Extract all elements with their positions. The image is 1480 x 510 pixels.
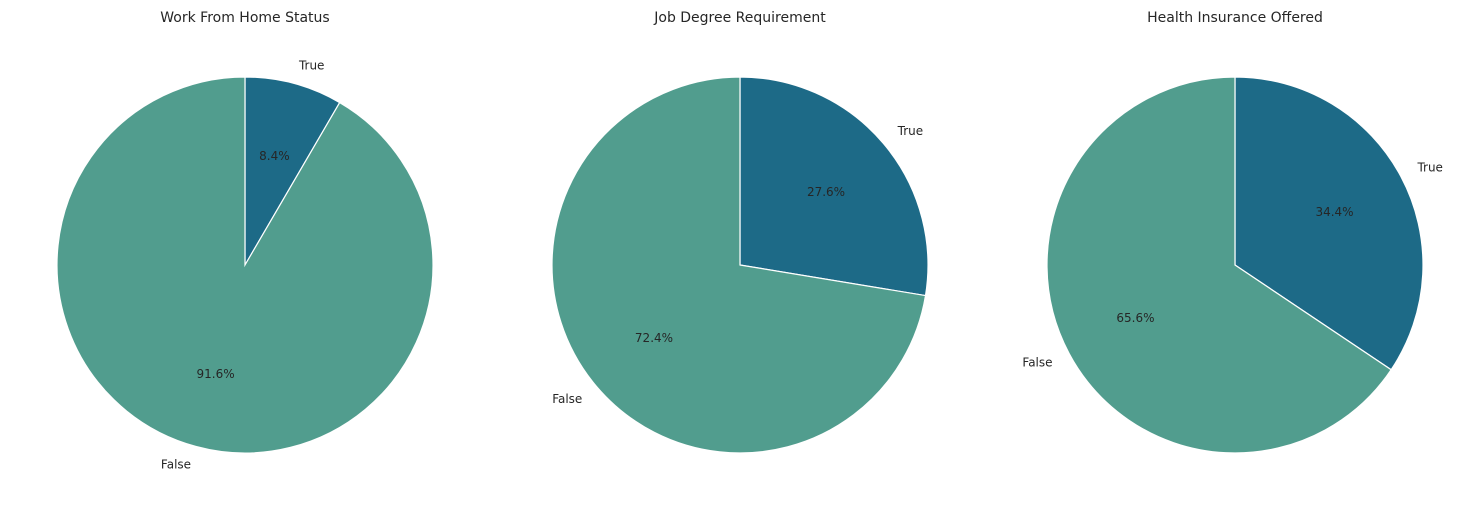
slice-percent-label: 8.4%	[259, 149, 290, 163]
slice-category-label: False	[161, 458, 191, 472]
slice-category-label: True	[298, 58, 325, 72]
slice-percent-label: 27.6%	[807, 185, 845, 199]
pie-slice-false	[551, 76, 927, 454]
slice-category-label: True	[897, 124, 924, 138]
pie-slice-false	[1046, 76, 1392, 454]
chart-title: Work From Home Status	[160, 10, 329, 26]
slice-percent-label: 65.6%	[1116, 311, 1154, 325]
slice-category-label: True	[1416, 161, 1443, 175]
pie-slice-false	[56, 76, 434, 454]
pie-slice-true	[1234, 76, 1424, 371]
slice-percent-label: 34.4%	[1315, 205, 1353, 219]
slice-percent-label: 91.6%	[197, 367, 235, 381]
slice-category-label: False	[1022, 355, 1052, 369]
pie-slice-true	[739, 76, 929, 297]
slice-category-label: False	[552, 392, 582, 406]
pie-slice-true	[244, 76, 341, 268]
slice-percent-label: 72.4%	[635, 331, 673, 345]
chart-title: Health Insurance Offered	[1147, 10, 1323, 26]
pie-chart-job-degree: Job Degree Requirement True 27.6% False 72.…	[551, 10, 929, 454]
chart-title: Job Degree Requirement	[653, 10, 826, 26]
pie-chart-work-from-home: Work From Home Status True 8.4% False 91.6%	[56, 10, 434, 472]
pie-chart-health-insurance: Health Insurance Offered True 34.4% False 6…	[1022, 10, 1443, 454]
